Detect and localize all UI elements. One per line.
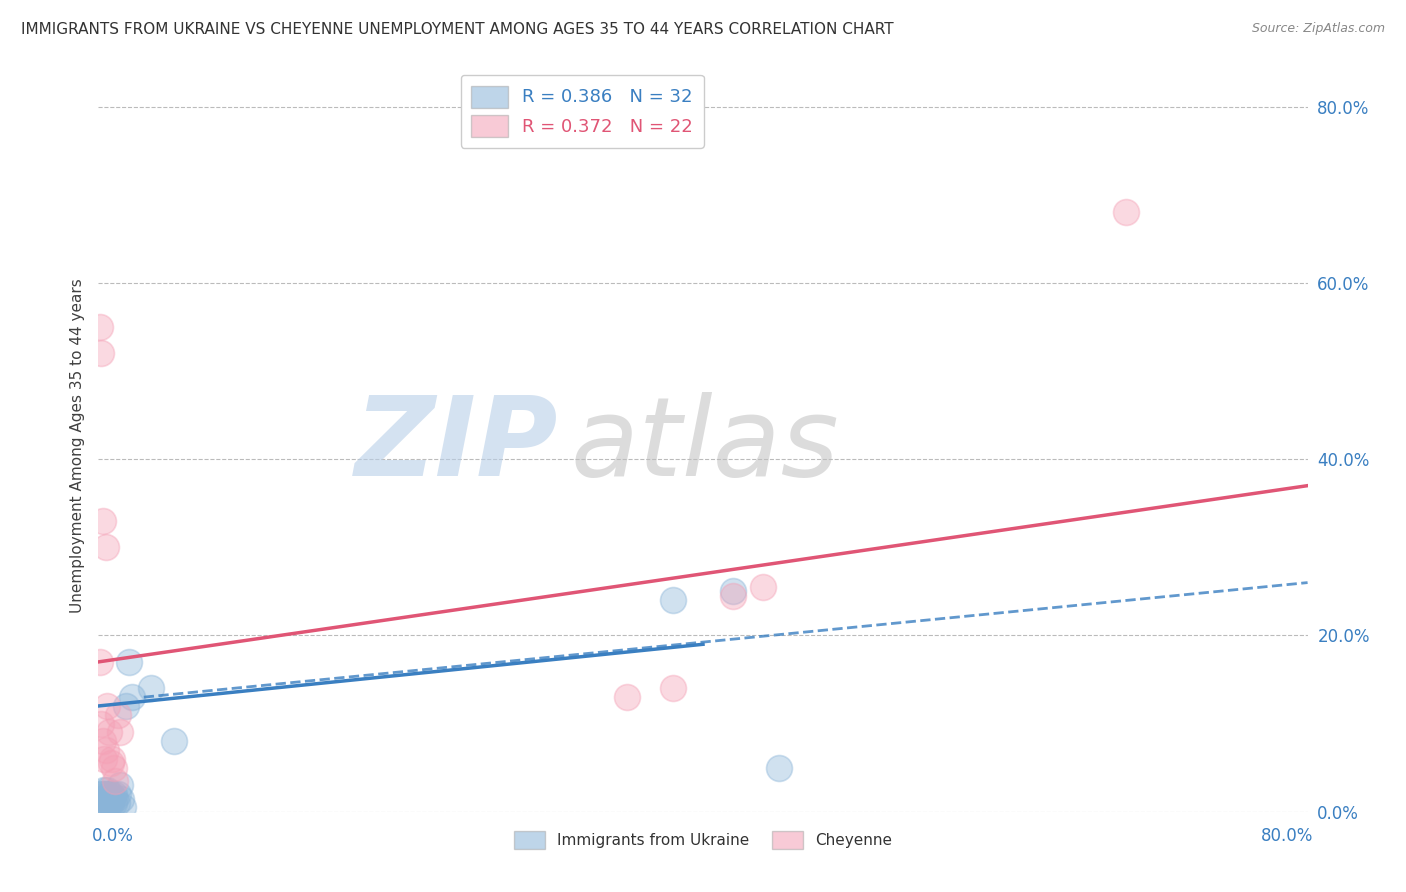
Point <box>91 796 114 810</box>
Point <box>114 698 136 713</box>
Point <box>96 791 118 805</box>
Point <box>90 787 112 801</box>
Text: 0.0%: 0.0% <box>93 827 134 845</box>
Point <box>93 752 115 766</box>
Point <box>1115 205 1137 219</box>
Point <box>89 796 111 810</box>
Point <box>101 752 124 766</box>
Point <box>91 514 114 528</box>
Text: Source: ZipAtlas.com: Source: ZipAtlas.com <box>1251 22 1385 36</box>
Point <box>96 698 118 713</box>
Point <box>104 773 127 788</box>
Point <box>91 787 114 801</box>
Point <box>103 761 125 775</box>
Point <box>118 655 141 669</box>
Point <box>101 791 124 805</box>
Text: ZIP: ZIP <box>354 392 558 500</box>
Point <box>661 593 683 607</box>
Point <box>90 791 112 805</box>
Point <box>89 320 111 334</box>
Point <box>91 734 114 748</box>
Point <box>110 791 132 805</box>
Point <box>616 690 638 705</box>
Point <box>108 725 131 739</box>
Legend: Immigrants from Ukraine, Cheyenne: Immigrants from Ukraine, Cheyenne <box>508 824 898 855</box>
Point <box>89 655 111 669</box>
Point <box>94 787 117 801</box>
Point <box>108 778 131 792</box>
Point <box>107 707 129 722</box>
Point <box>723 584 745 599</box>
Text: IMMIGRANTS FROM UKRAINE VS CHEYENNE UNEMPLOYMENT AMONG AGES 35 TO 44 YEARS CORRE: IMMIGRANTS FROM UKRAINE VS CHEYENNE UNEM… <box>21 22 894 37</box>
Point <box>96 782 118 797</box>
Point <box>104 791 127 805</box>
Point <box>100 796 122 810</box>
Point <box>100 756 122 771</box>
Point <box>94 541 117 555</box>
Point <box>90 346 112 360</box>
Point <box>141 681 163 696</box>
Point <box>93 791 115 805</box>
Point <box>661 681 683 696</box>
Point <box>94 743 117 757</box>
Point <box>163 734 186 748</box>
Point <box>98 796 121 810</box>
Point <box>100 787 122 801</box>
Y-axis label: Unemployment Among Ages 35 to 44 years: Unemployment Among Ages 35 to 44 years <box>69 278 84 614</box>
Text: atlas: atlas <box>569 392 838 500</box>
Point <box>752 580 775 594</box>
Point <box>103 787 125 801</box>
Point <box>98 725 121 739</box>
Text: 80.0%: 80.0% <box>1261 827 1313 845</box>
Point <box>103 796 125 810</box>
Point <box>94 796 117 810</box>
Point <box>768 761 790 775</box>
Point <box>105 796 128 810</box>
Point <box>723 589 745 603</box>
Point <box>98 787 121 801</box>
Point <box>121 690 143 705</box>
Point <box>90 716 112 731</box>
Point <box>111 800 134 814</box>
Point <box>107 787 129 801</box>
Point <box>93 782 115 797</box>
